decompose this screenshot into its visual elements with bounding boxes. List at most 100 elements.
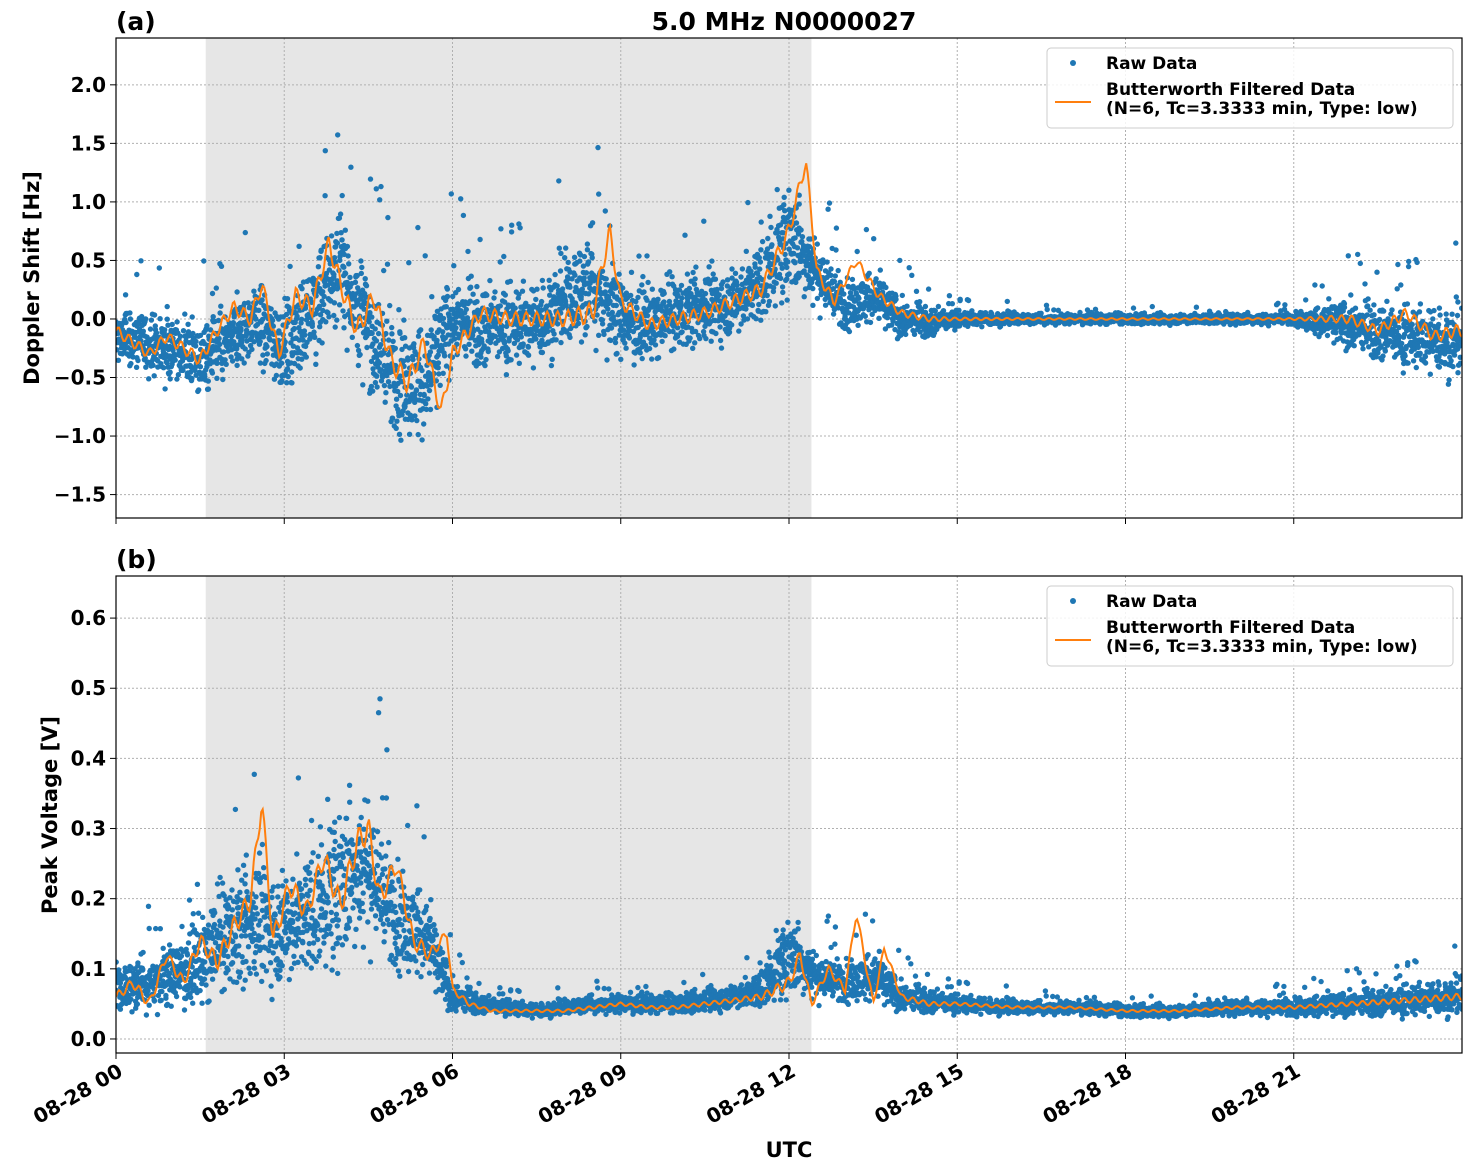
raw-data-point (210, 314, 216, 320)
raw-data-point (326, 267, 333, 273)
raw-data-point (421, 421, 427, 427)
raw-data-point (756, 254, 762, 261)
raw-data-point (123, 319, 129, 326)
raw-data-point (363, 283, 370, 289)
raw-data-point (1341, 304, 1348, 311)
raw-data-point (589, 220, 596, 226)
raw-data-point (866, 270, 872, 276)
raw-data-point (139, 313, 145, 320)
raw-data-point (782, 251, 788, 258)
raw-data-point (575, 320, 582, 327)
raw-data-point (581, 275, 587, 281)
raw-data-point (824, 259, 830, 265)
raw-data-point (862, 313, 868, 319)
raw-data-point (197, 332, 204, 339)
raw-data-point (348, 164, 354, 170)
raw-data-point (793, 279, 799, 286)
raw-data-point (229, 358, 236, 364)
raw-data-point (516, 360, 522, 366)
raw-data-point (772, 303, 778, 309)
raw-data-point (822, 302, 829, 308)
raw-data-point (397, 330, 403, 337)
raw-data-point (341, 264, 347, 270)
raw-data-point (153, 330, 160, 336)
raw-data-point (539, 277, 546, 284)
raw-data-point (147, 326, 154, 332)
raw-data-point (423, 406, 430, 413)
raw-data-point (503, 323, 510, 330)
raw-data-point (344, 347, 350, 353)
raw-data-point (201, 371, 208, 378)
raw-data-point (133, 364, 140, 370)
raw-data-point (906, 265, 912, 271)
raw-data-point (234, 289, 240, 295)
raw-data-point (519, 288, 526, 294)
raw-data-point (377, 342, 384, 348)
raw-data-point (884, 315, 891, 321)
raw-data-point (482, 362, 488, 369)
raw-data-point (331, 300, 338, 306)
raw-data-point (782, 219, 789, 225)
raw-data-point (622, 340, 628, 346)
raw-data-point (556, 245, 562, 251)
raw-data-point (917, 299, 923, 305)
raw-data-point (121, 329, 127, 335)
raw-data-point (284, 296, 291, 302)
raw-data-point (572, 272, 578, 278)
raw-data-point (1389, 307, 1395, 313)
raw-data-point (525, 344, 532, 350)
raw-data-point (347, 274, 353, 281)
raw-data-point (284, 366, 291, 372)
raw-data-point (283, 348, 289, 354)
raw-data-point (370, 366, 376, 372)
raw-data-point (633, 298, 639, 305)
raw-data-point (552, 271, 558, 278)
raw-data-point (692, 340, 698, 346)
raw-data-point (321, 293, 327, 300)
raw-data-point (729, 266, 735, 272)
raw-data-point (415, 431, 421, 438)
raw-data-point (128, 360, 134, 367)
raw-data-point (922, 303, 929, 310)
raw-data-point (736, 328, 742, 334)
raw-data-point (318, 247, 324, 253)
raw-data-point (468, 284, 474, 290)
raw-data-point (404, 392, 410, 398)
raw-data-point (228, 354, 234, 360)
raw-data-point (549, 356, 555, 362)
raw-data-point (833, 247, 839, 253)
raw-data-point (222, 357, 228, 363)
raw-data-point (440, 370, 446, 376)
raw-data-point (460, 212, 467, 219)
raw-data-point (435, 352, 441, 358)
raw-data-point (354, 272, 360, 279)
raw-data-point (605, 293, 611, 300)
raw-data-point (140, 328, 146, 334)
raw-data-point (925, 286, 932, 292)
raw-data-point (138, 258, 144, 264)
raw-data-point (562, 255, 568, 261)
raw-data-point (456, 335, 462, 341)
raw-data-point (1038, 310, 1044, 316)
raw-data-point (463, 306, 469, 313)
shaded-interval (205, 38, 812, 518)
raw-data-point (589, 255, 595, 261)
raw-data-point (833, 225, 840, 231)
raw-data-point (373, 338, 380, 344)
raw-data-point (932, 308, 938, 314)
raw-data-point (478, 336, 485, 342)
raw-data-point (422, 253, 428, 259)
raw-data-point (603, 276, 609, 282)
raw-data-point (750, 279, 756, 285)
raw-data-point (768, 224, 774, 231)
raw-data-point (935, 303, 942, 310)
raw-data-point (1043, 302, 1050, 308)
raw-data-point (757, 259, 764, 265)
raw-data-point (702, 290, 709, 297)
raw-data-point (758, 317, 764, 323)
raw-data-point (362, 276, 368, 282)
raw-data-point (223, 361, 229, 367)
raw-data-point (150, 362, 156, 368)
raw-data-point (259, 316, 266, 323)
raw-data-point (530, 365, 537, 371)
